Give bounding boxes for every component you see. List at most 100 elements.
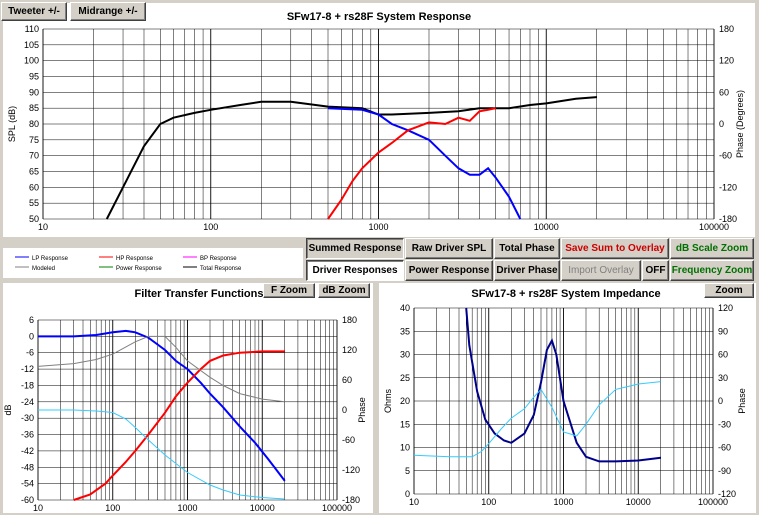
y-tick-label: 55 [29, 198, 39, 208]
save-sum-button[interactable]: Save Sum to Overlay [561, 238, 669, 259]
series-line-lp [38, 329, 286, 482]
y2-tick-label: -180 [719, 214, 737, 224]
series-line-impedance [465, 307, 661, 463]
series-line-hp [73, 350, 285, 501]
y2-tick-label: -60 [719, 151, 732, 161]
y-tick-label: 35 [400, 326, 410, 336]
x-tick-label: 1000 [177, 503, 197, 513]
y-tick-label: 65 [29, 167, 39, 177]
y2-tick-label: 30 [718, 373, 728, 383]
y2-tick-label: 0 [342, 405, 347, 415]
frequency-zoom-button[interactable]: Frequency Zoom [670, 260, 754, 281]
y2-tick-label: 120 [342, 345, 357, 355]
import-overlay-button[interactable]: Import Overlay [561, 260, 641, 281]
y2-tick-label: -120 [719, 182, 737, 192]
y2-tick-label: 0 [718, 396, 723, 406]
y-axis-label: Ohms [383, 389, 393, 414]
y-tick-label: -54 [21, 479, 34, 489]
x-tick-label: 10000 [250, 503, 275, 513]
series-line-lp-response [327, 107, 522, 220]
legend-label: Power Response [116, 266, 162, 272]
y-tick-label: -18 [21, 380, 34, 390]
x-tick-label: 100 [481, 497, 496, 507]
y2-tick-label: -180 [342, 495, 360, 505]
y-tick-label: 0 [405, 489, 410, 499]
total-phase-button[interactable]: Total Phase [494, 238, 560, 259]
y2-axis-label: Phase [357, 397, 367, 423]
db-zoom-button[interactable]: dB Zoom [318, 283, 370, 298]
y2-axis-label: Phase (Degrees) [735, 90, 745, 158]
y-tick-label: 85 [29, 103, 39, 113]
x-tick-label: 1000 [368, 222, 388, 232]
y-tick-label: -6 [26, 348, 34, 358]
y-tick-label: 110 [25, 24, 39, 34]
filter-transfer-chart: 60-6-12-18-24-30-36-42-48-54-60180120600… [3, 288, 367, 513]
y-tick-label: 80 [29, 119, 39, 129]
legend-label: Modeled [32, 266, 55, 272]
y2-tick-label: -120 [342, 465, 360, 475]
driver-responses-button[interactable]: Driver Responses [306, 260, 404, 281]
y2-tick-label: 0 [719, 119, 724, 129]
filter-transfer-panel: 6 0 -6 -12 -18 -24 -30 -36 -42 -48 -54 -60 180 120 60 0… [3, 283, 373, 513]
system-impedance-panel: 40 35 30 25 20 15 10 5 0 120 90 60 30 0 -30 -60 -90 -120 1… [379, 283, 756, 513]
y-tick-label: 0 [29, 331, 34, 341]
y2-tick-label: 60 [718, 350, 728, 360]
series-line-hp-response [327, 107, 497, 220]
tweeter-button[interactable]: Tweeter +/- [1, 2, 67, 21]
power-response-button[interactable]: Power Response [405, 260, 493, 281]
db-scale-zoom-button[interactable]: dB Scale Zoom [670, 238, 754, 259]
y-tick-label: 30 [400, 350, 410, 360]
y2-tick-label: 180 [342, 315, 357, 325]
y2-axis-label: Phase [737, 388, 747, 414]
x-tick-label: 10000 [534, 222, 559, 232]
y-tick-label: -42 [21, 446, 34, 456]
x-tick-label: 100 [203, 222, 218, 232]
legend: LP Response HP Response BP Response Modeled… [15, 256, 242, 272]
y-tick-label: 15 [400, 419, 410, 429]
y2-tick-label: -30 [718, 419, 731, 429]
series-line-phase [413, 381, 661, 458]
raw-driver-spl-button[interactable]: Raw Driver SPL [405, 238, 493, 259]
y2-tick-label: 120 [719, 56, 734, 66]
y-tick-label: 75 [29, 135, 39, 145]
x-tick-label: 10 [409, 497, 419, 507]
y-tick-label: -48 [21, 462, 34, 472]
driver-phase-button[interactable]: Driver Phase [494, 260, 560, 281]
y-tick-label: -60 [21, 495, 34, 505]
y-tick-label: 100 [24, 56, 39, 66]
x-tick-label: 10000 [626, 497, 651, 507]
y-tick-label: 10 [400, 443, 410, 453]
y2-tick-label: 60 [719, 87, 729, 97]
x-tick-label: 100000 [699, 222, 729, 232]
series-line-total-response [105, 96, 597, 220]
series-line-phase [38, 409, 285, 500]
y-tick-label: -30 [21, 413, 34, 423]
x-tick-label: 10 [38, 222, 48, 232]
summed-response-button[interactable]: Summed Response [306, 238, 404, 259]
y2-tick-label: -60 [342, 435, 355, 445]
series-line-modeled [37, 335, 285, 403]
y-axis-label: dB [3, 404, 13, 415]
overlay-off-button[interactable]: OFF [642, 260, 669, 281]
x-tick-label: 100000 [698, 497, 728, 507]
chart-title: SFw17-8 + rs28F System Impedance [471, 288, 660, 300]
midrange-button[interactable]: Midrange +/- [70, 2, 146, 21]
y-tick-label: 105 [24, 40, 39, 50]
y2-tick-label: 120 [718, 303, 733, 313]
y-tick-label: -12 [21, 364, 34, 374]
x-tick-label: 100 [105, 503, 120, 513]
y-tick-label: -24 [21, 397, 34, 407]
legend-label: Total Response [200, 266, 242, 272]
y-tick-label: 40 [400, 303, 410, 313]
f-zoom-button[interactable]: F Zoom [263, 283, 315, 298]
system-impedance-chart: 40353025201510501209060300-30-60-90-1201… [383, 288, 747, 507]
y2-tick-label: 180 [719, 24, 734, 34]
y-axis-label: SPL (dB) [7, 106, 17, 142]
chart-title: Filter Transfer Functions [135, 288, 264, 300]
y-tick-label: 5 [405, 466, 410, 476]
y-tick-label: 60 [29, 182, 39, 192]
y2-tick-label: 90 [718, 326, 728, 336]
legend-label: LP Response [32, 256, 69, 262]
legend-label: HP Response [116, 256, 154, 262]
impedance-zoom-button[interactable]: Zoom [704, 283, 754, 298]
